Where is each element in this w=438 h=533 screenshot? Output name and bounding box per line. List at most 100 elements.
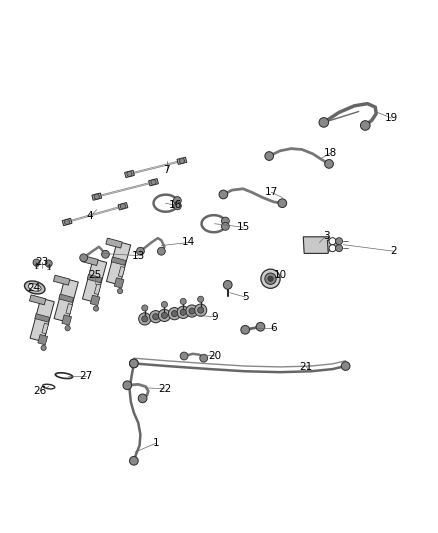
Circle shape bbox=[139, 313, 151, 325]
Polygon shape bbox=[59, 294, 74, 302]
Polygon shape bbox=[111, 257, 126, 265]
Text: 23: 23 bbox=[35, 257, 49, 267]
Text: 2: 2 bbox=[390, 246, 397, 256]
Polygon shape bbox=[53, 275, 70, 285]
Circle shape bbox=[180, 352, 188, 360]
Circle shape bbox=[161, 302, 167, 308]
Circle shape bbox=[150, 311, 162, 323]
Circle shape bbox=[65, 326, 70, 331]
Circle shape bbox=[177, 306, 189, 318]
Polygon shape bbox=[114, 278, 124, 288]
Circle shape bbox=[261, 269, 280, 288]
Circle shape bbox=[151, 180, 156, 185]
Polygon shape bbox=[62, 315, 71, 325]
Circle shape bbox=[329, 238, 336, 245]
Circle shape bbox=[130, 359, 138, 368]
Circle shape bbox=[265, 273, 276, 285]
Circle shape bbox=[157, 247, 165, 255]
Polygon shape bbox=[148, 179, 159, 186]
Text: 4: 4 bbox=[87, 211, 93, 221]
Polygon shape bbox=[82, 259, 107, 303]
Circle shape bbox=[80, 254, 88, 262]
Polygon shape bbox=[29, 295, 46, 305]
Circle shape bbox=[198, 296, 204, 302]
Text: 9: 9 bbox=[211, 312, 218, 322]
Polygon shape bbox=[177, 157, 187, 165]
Polygon shape bbox=[303, 237, 329, 253]
Ellipse shape bbox=[25, 281, 45, 294]
Circle shape bbox=[173, 197, 181, 205]
Text: 13: 13 bbox=[131, 251, 145, 261]
Circle shape bbox=[222, 222, 230, 230]
Polygon shape bbox=[118, 266, 125, 277]
Circle shape bbox=[93, 306, 99, 311]
Text: 16: 16 bbox=[169, 200, 182, 211]
Polygon shape bbox=[90, 295, 100, 305]
Text: 19: 19 bbox=[385, 113, 398, 123]
Circle shape bbox=[198, 307, 204, 313]
Circle shape bbox=[265, 152, 274, 160]
Text: 17: 17 bbox=[265, 187, 278, 197]
Circle shape bbox=[64, 220, 70, 224]
Circle shape bbox=[127, 171, 132, 176]
Text: 3: 3 bbox=[323, 231, 329, 241]
Circle shape bbox=[325, 159, 333, 168]
Circle shape bbox=[168, 308, 180, 320]
Circle shape bbox=[173, 202, 181, 210]
Circle shape bbox=[336, 238, 343, 245]
Circle shape bbox=[41, 345, 46, 351]
Polygon shape bbox=[118, 203, 128, 210]
Ellipse shape bbox=[28, 284, 41, 291]
Circle shape bbox=[137, 247, 145, 255]
Circle shape bbox=[223, 280, 232, 289]
Polygon shape bbox=[66, 304, 72, 314]
Circle shape bbox=[33, 259, 40, 266]
Circle shape bbox=[152, 313, 159, 320]
Circle shape bbox=[222, 217, 230, 225]
Text: 26: 26 bbox=[33, 386, 46, 396]
Circle shape bbox=[329, 245, 336, 252]
Polygon shape bbox=[54, 279, 78, 322]
Circle shape bbox=[319, 118, 328, 127]
Circle shape bbox=[171, 311, 177, 317]
Circle shape bbox=[130, 456, 138, 465]
Text: 7: 7 bbox=[163, 165, 170, 175]
Polygon shape bbox=[38, 335, 48, 345]
Text: 24: 24 bbox=[27, 284, 40, 293]
Polygon shape bbox=[42, 323, 49, 334]
Polygon shape bbox=[94, 284, 101, 294]
Circle shape bbox=[180, 298, 186, 304]
Circle shape bbox=[130, 359, 138, 368]
Circle shape bbox=[194, 304, 207, 316]
Text: 1: 1 bbox=[152, 438, 159, 448]
Polygon shape bbox=[35, 314, 49, 322]
Polygon shape bbox=[92, 193, 102, 200]
Text: 10: 10 bbox=[274, 270, 287, 280]
Polygon shape bbox=[87, 274, 102, 283]
Text: 18: 18 bbox=[324, 148, 337, 158]
Text: 27: 27 bbox=[79, 370, 92, 381]
Circle shape bbox=[200, 354, 208, 362]
Circle shape bbox=[189, 308, 195, 314]
Circle shape bbox=[186, 305, 198, 317]
Circle shape bbox=[158, 309, 170, 321]
Polygon shape bbox=[62, 218, 72, 225]
Circle shape bbox=[219, 190, 228, 199]
Circle shape bbox=[142, 316, 148, 322]
Polygon shape bbox=[106, 238, 122, 248]
Text: 6: 6 bbox=[270, 322, 277, 333]
Circle shape bbox=[241, 326, 250, 334]
Circle shape bbox=[360, 120, 370, 130]
Polygon shape bbox=[30, 298, 54, 342]
Circle shape bbox=[180, 309, 186, 316]
Circle shape bbox=[341, 362, 350, 370]
Text: 14: 14 bbox=[182, 238, 195, 247]
Circle shape bbox=[102, 251, 110, 258]
Polygon shape bbox=[82, 255, 98, 265]
Circle shape bbox=[256, 322, 265, 331]
Text: 21: 21 bbox=[300, 362, 313, 372]
Polygon shape bbox=[106, 241, 131, 285]
Circle shape bbox=[138, 394, 147, 403]
Circle shape bbox=[94, 194, 99, 199]
Circle shape bbox=[336, 245, 343, 252]
